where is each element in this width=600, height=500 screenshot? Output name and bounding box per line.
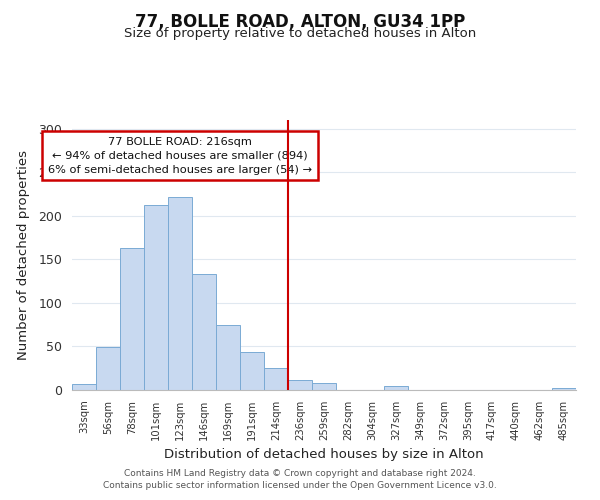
X-axis label: Distribution of detached houses by size in Alton: Distribution of detached houses by size … [164,448,484,462]
Text: Size of property relative to detached houses in Alton: Size of property relative to detached ho… [124,28,476,40]
Bar [168,196,192,390]
Bar [192,274,216,390]
Bar [264,368,288,390]
Bar [384,386,408,390]
Bar [288,380,312,390]
Bar [96,348,120,390]
Y-axis label: Number of detached properties: Number of detached properties [17,150,30,360]
Bar [552,388,576,390]
Bar [120,248,144,390]
Bar [72,384,96,390]
Text: Contains HM Land Registry data © Crown copyright and database right 2024.: Contains HM Land Registry data © Crown c… [124,468,476,477]
Text: Contains public sector information licensed under the Open Government Licence v3: Contains public sector information licen… [103,481,497,490]
Bar [144,206,168,390]
Bar [216,324,240,390]
Bar [312,383,336,390]
Text: 77 BOLLE ROAD: 216sqm
← 94% of detached houses are smaller (894)
6% of semi-deta: 77 BOLLE ROAD: 216sqm ← 94% of detached … [48,136,312,174]
Bar [240,352,264,390]
Text: 77, BOLLE ROAD, ALTON, GU34 1PP: 77, BOLLE ROAD, ALTON, GU34 1PP [135,12,465,30]
